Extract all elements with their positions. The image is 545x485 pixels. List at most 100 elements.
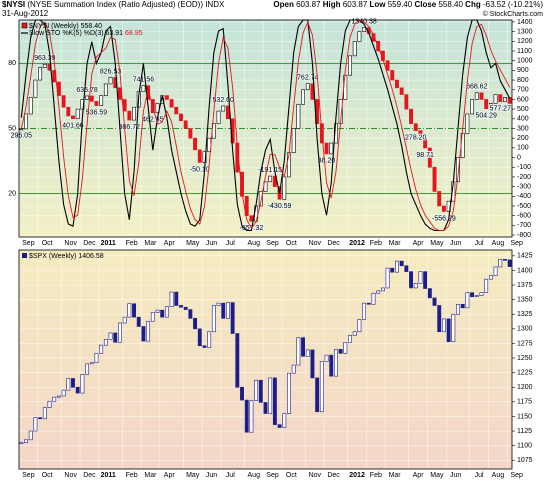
x-tick-label: Jun bbox=[450, 240, 461, 247]
y-tick-label: -600 bbox=[517, 213, 531, 220]
candle bbox=[423, 137, 428, 149]
candle bbox=[225, 302, 230, 319]
candle bbox=[193, 137, 198, 151]
candle bbox=[174, 106, 179, 115]
candle bbox=[89, 362, 94, 365]
candle bbox=[56, 395, 61, 398]
candle bbox=[291, 364, 296, 374]
candle bbox=[484, 99, 489, 110]
candle bbox=[197, 149, 202, 163]
y-tick-label: -500 bbox=[517, 203, 531, 210]
candle bbox=[380, 287, 385, 292]
candle bbox=[413, 282, 418, 289]
quote-label: High bbox=[323, 0, 341, 9]
x-tick-label: May bbox=[186, 472, 200, 479]
candle bbox=[71, 115, 75, 119]
legend-value: 68.95 bbox=[125, 30, 143, 37]
data-label: 668.62 bbox=[466, 84, 488, 91]
candle bbox=[150, 312, 155, 322]
candle bbox=[385, 60, 390, 71]
legend-name: Slow STO %K(5) %D(3) bbox=[29, 30, 104, 37]
candle bbox=[66, 106, 71, 117]
legend-entry: Slow STO %K(5) %D(3) 63.91 68.95 bbox=[29, 30, 143, 37]
candle bbox=[75, 386, 80, 394]
y-tick-label: 1175 bbox=[517, 399, 532, 406]
y-tick-label: -700 bbox=[517, 222, 531, 229]
y-tick-label: 1300 bbox=[517, 326, 533, 333]
candle bbox=[305, 83, 310, 91]
candle bbox=[258, 191, 263, 207]
candle bbox=[277, 424, 282, 428]
header-date: 31-Aug-2012 bbox=[2, 9, 49, 18]
data-label: 963.39 bbox=[34, 55, 56, 62]
y-tick-label: -100 bbox=[517, 164, 531, 171]
candle bbox=[85, 95, 90, 100]
candle bbox=[80, 374, 85, 394]
candle bbox=[33, 417, 38, 432]
candle bbox=[362, 302, 367, 320]
candle bbox=[28, 430, 33, 441]
candle bbox=[169, 99, 174, 108]
candle bbox=[479, 92, 484, 100]
x-tick-label: Sep bbox=[266, 472, 279, 479]
candle bbox=[244, 196, 249, 216]
candle bbox=[291, 128, 296, 154]
quote-value: 603.87 bbox=[296, 0, 321, 9]
candle bbox=[371, 33, 376, 42]
quote-value: -63.52 (-10.21%) bbox=[483, 0, 543, 9]
candle bbox=[207, 331, 212, 348]
y-tick-label: 300 bbox=[517, 125, 529, 132]
candle bbox=[498, 259, 503, 268]
candle bbox=[183, 306, 188, 310]
candle bbox=[352, 331, 357, 336]
candle bbox=[404, 94, 409, 110]
candle bbox=[24, 113, 28, 130]
data-label: 536.59 bbox=[86, 109, 108, 116]
data-label: 462.35 bbox=[142, 117, 164, 124]
x-tick-label: Feb bbox=[126, 240, 138, 247]
data-label: 38.20 bbox=[318, 158, 336, 165]
data-label: 577.27 bbox=[490, 105, 512, 112]
x-tick-label: Nov bbox=[64, 472, 77, 479]
candle bbox=[282, 413, 287, 428]
candle bbox=[488, 103, 493, 110]
candle bbox=[118, 322, 122, 343]
x-tick-label: Jun bbox=[450, 472, 461, 479]
y-tick-label: 1100 bbox=[517, 442, 532, 449]
data-label: 532.60 bbox=[213, 97, 235, 104]
legend-value: 63.91 bbox=[106, 30, 124, 37]
candle bbox=[230, 302, 235, 334]
candle bbox=[441, 205, 446, 212]
y-tick-label: 1275 bbox=[517, 340, 533, 347]
candle bbox=[427, 288, 432, 299]
candle bbox=[249, 400, 254, 433]
candle bbox=[202, 151, 207, 163]
candle bbox=[395, 260, 399, 273]
candle bbox=[211, 305, 216, 333]
legend-entry: $SPX (Weekly) 1406.58 bbox=[29, 253, 104, 260]
x-tick-label: Jul bbox=[475, 240, 484, 247]
x-tick-label: Oct bbox=[286, 240, 297, 247]
candle bbox=[385, 267, 390, 289]
y-tick-label: 1300 bbox=[517, 28, 533, 35]
x-tick-label: Nov bbox=[309, 240, 322, 247]
candle bbox=[108, 332, 113, 340]
quote-value: 559.40 bbox=[388, 0, 413, 9]
panel-frame bbox=[18, 249, 513, 470]
candle bbox=[47, 400, 52, 408]
x-tick-label: May bbox=[186, 240, 200, 247]
candle bbox=[89, 95, 94, 102]
candle bbox=[19, 442, 24, 445]
y-tick-label: 900 bbox=[517, 67, 529, 74]
candle bbox=[216, 302, 221, 306]
candle bbox=[28, 97, 33, 115]
candle bbox=[432, 297, 437, 306]
legend-value: 558.40 bbox=[81, 23, 103, 30]
data-label: 826.53 bbox=[100, 68, 122, 75]
candle bbox=[287, 372, 291, 414]
candle bbox=[160, 95, 165, 104]
candle bbox=[404, 265, 409, 272]
y-tick-label: 700 bbox=[517, 87, 529, 94]
candle bbox=[249, 215, 254, 222]
